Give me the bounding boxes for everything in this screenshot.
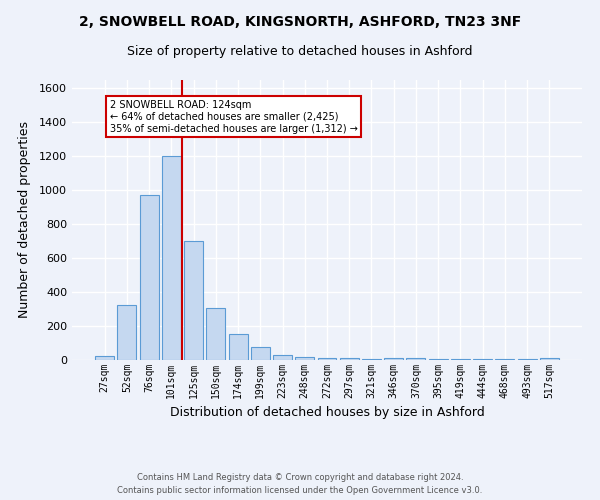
Bar (229, 334, 248, 360)
Bar (273, 355, 292, 360)
Bar (184, 241, 203, 360)
Bar (118, 305, 136, 360)
Y-axis label: Number of detached properties: Number of detached properties (17, 122, 31, 318)
Text: 2 SNOWBELL ROAD: 124sqm
← 64% of detached houses are smaller (2,425)
35% of semi: 2 SNOWBELL ROAD: 124sqm ← 64% of detache… (110, 100, 358, 134)
Bar (340, 358, 359, 360)
Bar (140, 196, 158, 360)
Bar (362, 358, 381, 360)
X-axis label: Distribution of detached houses by size in Ashford: Distribution of detached houses by size … (170, 406, 484, 420)
Bar (295, 356, 314, 360)
Bar (206, 308, 225, 360)
Text: 2, SNOWBELL ROAD, KINGSNORTH, ASHFORD, TN23 3NF: 2, SNOWBELL ROAD, KINGSNORTH, ASHFORD, T… (79, 15, 521, 29)
Text: Size of property relative to detached houses in Ashford: Size of property relative to detached ho… (127, 45, 473, 58)
Bar (317, 358, 337, 360)
Text: Contains HM Land Registry data © Crown copyright and database right 2024.: Contains HM Land Registry data © Crown c… (137, 472, 463, 482)
Bar (540, 358, 559, 360)
Bar (162, 156, 181, 360)
Bar (406, 358, 425, 360)
Bar (251, 348, 270, 360)
Bar (95, 356, 114, 360)
Bar (384, 358, 403, 360)
Text: Contains public sector information licensed under the Open Government Licence v3: Contains public sector information licen… (118, 486, 482, 495)
